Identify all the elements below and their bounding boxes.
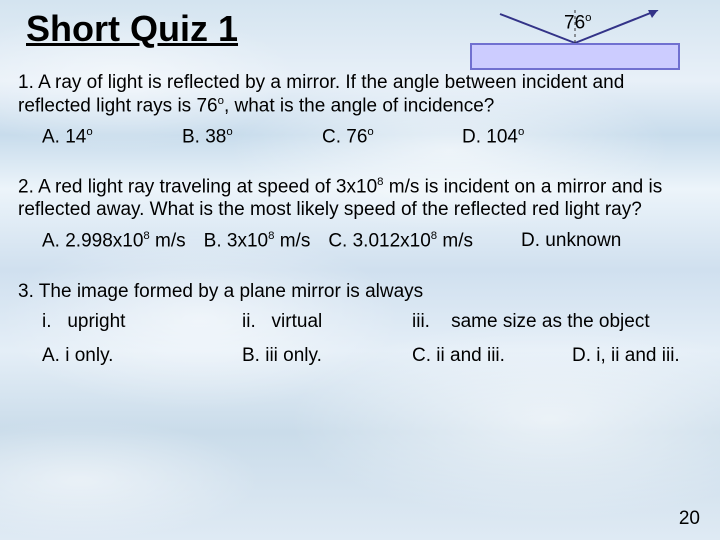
q3-part-ii: ii. virtual	[242, 311, 412, 333]
q2-num: 2.	[18, 177, 34, 198]
q3-opt-b: B. iii only.	[242, 345, 412, 367]
q3-opt-d: D. i, ii and iii.	[572, 345, 680, 367]
question-1: 1. A ray of light is reflected by a mirr…	[18, 72, 702, 148]
q1-options: A. 14o B. 38o C. 76o D. 104o	[42, 126, 702, 148]
q3-opt-c: C. ii and iii.	[412, 345, 572, 367]
q1-body-b: , what is the angle of incidence?	[224, 95, 494, 116]
q3-part-iii: iii. same size as the object	[412, 311, 650, 333]
q2-text: 2. A red light ray traveling at speed of…	[18, 176, 702, 222]
angle-unit: o	[585, 12, 591, 24]
q3-options: A. i only. B. iii only. C. ii and iii. D…	[42, 345, 702, 367]
angle-value: 76	[564, 12, 585, 33]
q3-text: 3. The image formed by a plane mirror is…	[18, 281, 702, 304]
q1-opt-b: B. 38o	[182, 126, 322, 148]
question-3: 3. The image formed by a plane mirror is…	[18, 281, 702, 368]
q1-text: 1. A ray of light is reflected by a mirr…	[18, 72, 702, 118]
q3-opt-a: A. i only.	[42, 345, 242, 367]
mirror-diagram: 76o	[470, 10, 680, 70]
mirror-box	[470, 43, 680, 70]
q3-part-i: i. upright	[42, 311, 242, 333]
q1-opt-c: C. 76o	[322, 126, 462, 148]
q1-num: 1.	[18, 72, 34, 93]
question-2: 2. A red light ray traveling at speed of…	[18, 176, 702, 252]
q2-opt-b: B. 3x108 m/s	[204, 230, 311, 252]
q2-opt-a: A. 2.998x108 m/s	[42, 230, 186, 252]
q3-num: 3.	[18, 281, 34, 302]
q2-opt-c: C. 3.012x108 m/s	[328, 230, 473, 252]
q2-opt-d: D. unknown	[521, 230, 621, 252]
angle-label: 76o	[564, 12, 591, 34]
slide-content: Short Quiz 1 76o 1. A ray of light is re…	[0, 0, 720, 403]
q2-options: A. 2.998x108 m/s B. 3x108 m/s C. 3.012x1…	[42, 230, 702, 252]
q1-opt-d: D. 104o	[462, 126, 602, 148]
page-number: 20	[679, 508, 700, 530]
q1-opt-a: A. 14o	[42, 126, 182, 148]
q3-parts: i. upright ii. virtual iii. same size as…	[42, 311, 702, 333]
